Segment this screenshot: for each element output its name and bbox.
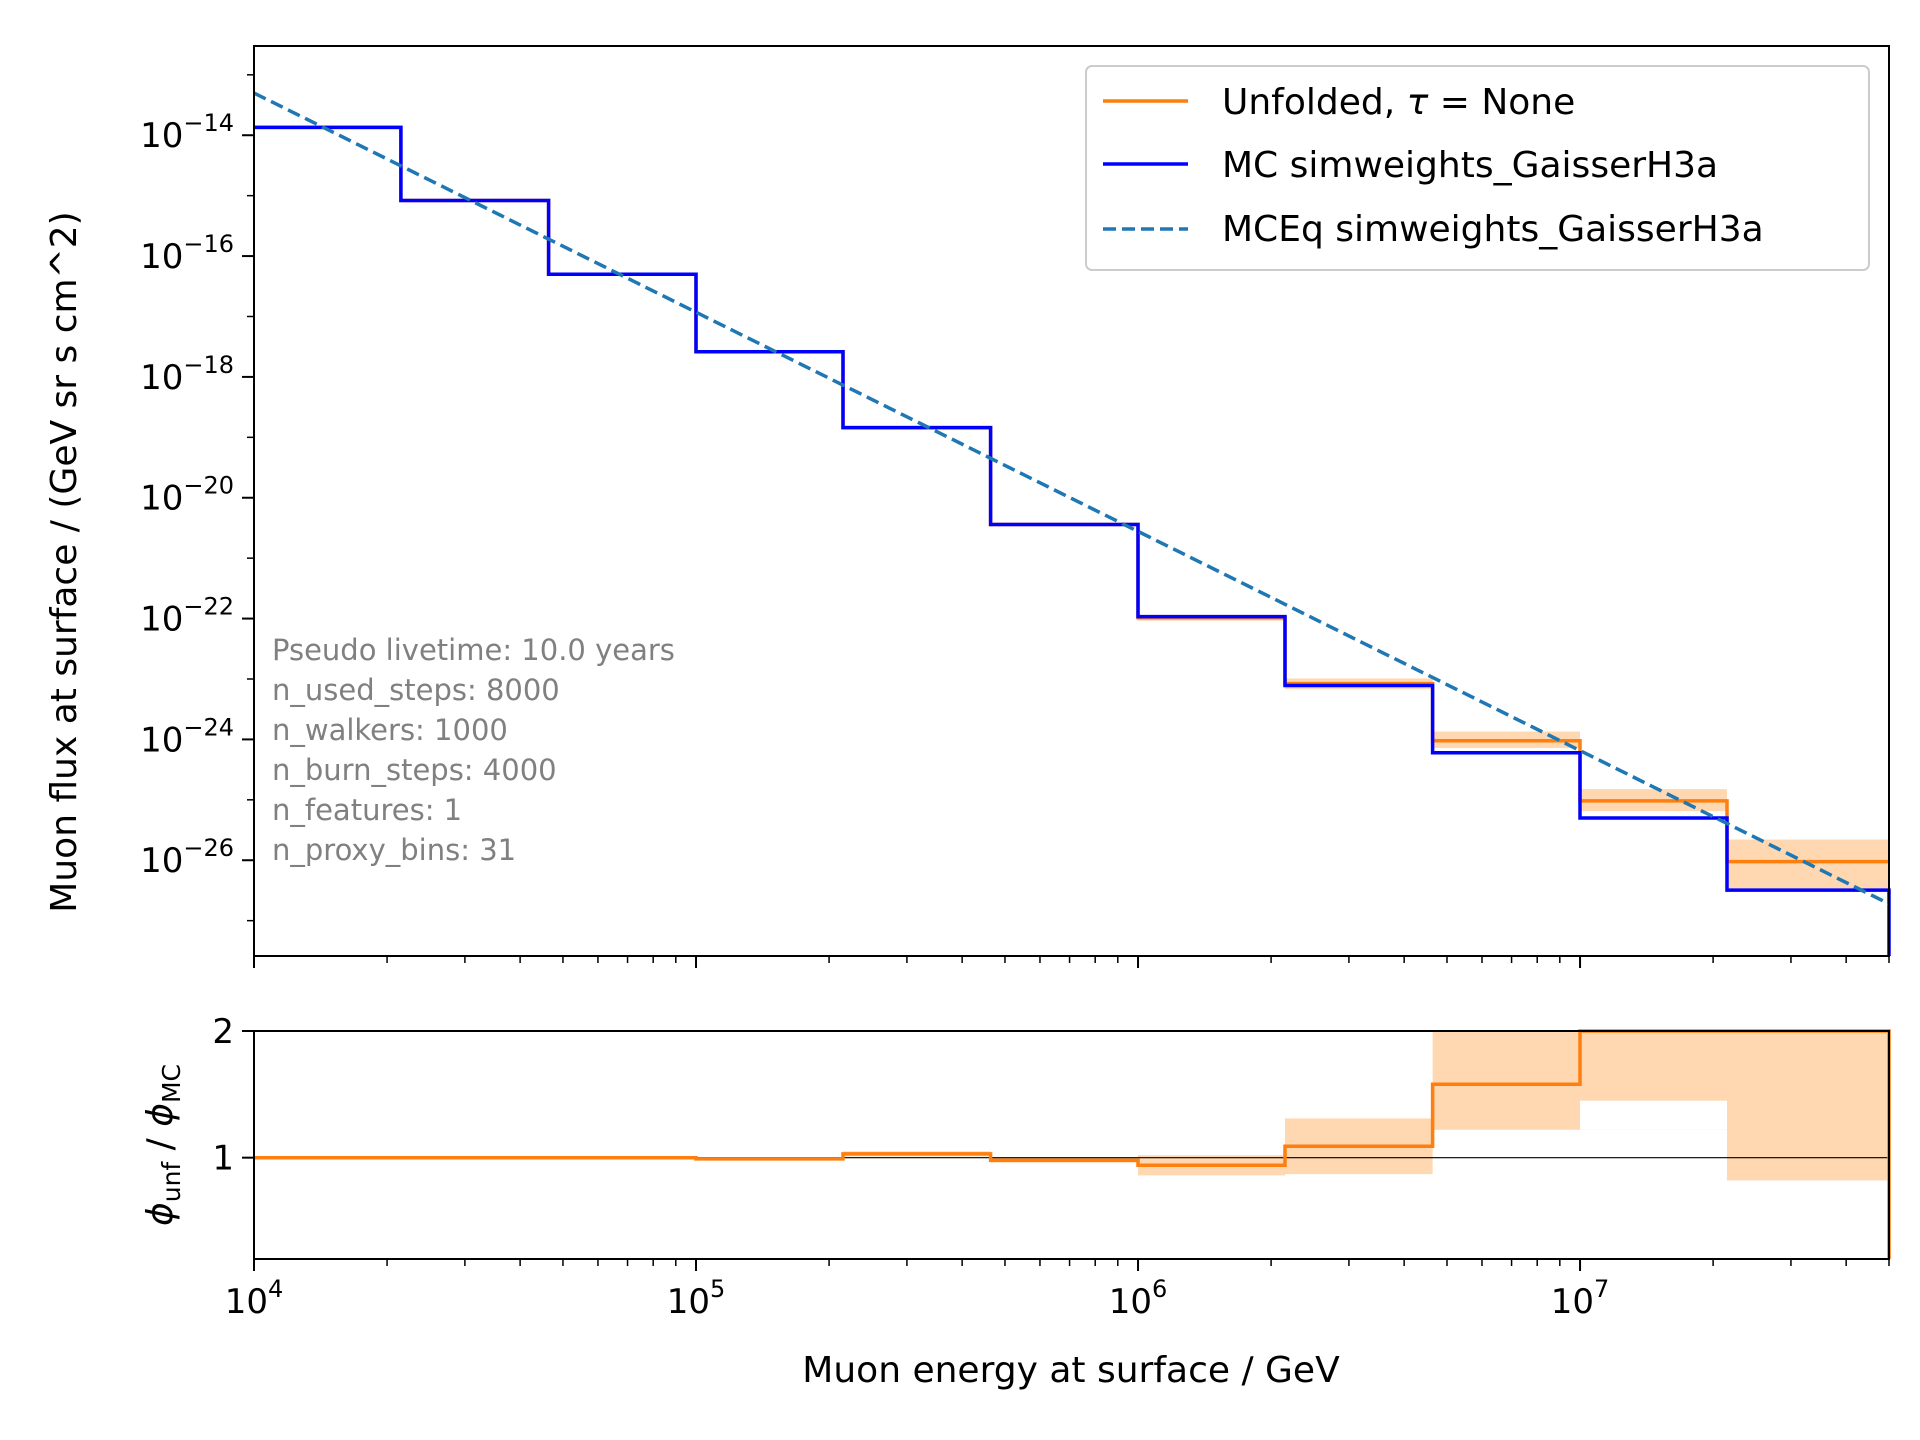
mc-step-line <box>254 125 1891 956</box>
annotation-line-2: n_walkers: 1000 <box>272 713 508 747</box>
ratio-uncertainty-bands <box>254 1031 1889 1181</box>
ratio-y-axis-label: ϕunf / ϕMC <box>140 1064 186 1226</box>
ratio-band-bin-8 <box>1432 1031 1581 1130</box>
main-series-lines <box>253 91 1891 956</box>
legend-label-mc: MC simweights_GaisserH3a <box>1222 145 1718 186</box>
mceq-dashed-line <box>253 91 1890 906</box>
annotation-line-3: n_burn_steps: 4000 <box>272 753 557 787</box>
ratio-series-line <box>254 1029 1891 1259</box>
y-tick-label-2: 10−18 <box>140 351 234 398</box>
ratio-y-tick-label-0: 1 <box>212 1139 234 1179</box>
main-y-axis-label: Muon flux at surface / (GeV sr s cm^2) <box>44 211 85 912</box>
annotation-block: Pseudo livetime: 10.0 years n_used_steps:… <box>272 633 675 867</box>
unfolded-band-bin-10 <box>1726 839 1889 892</box>
ratio-y-ticks: 12 <box>212 1012 254 1179</box>
y-tick-label-3: 10−20 <box>140 472 234 519</box>
legend: Unfolded, τ = None MC simweights_Gaisser… <box>1085 65 1870 271</box>
main-plot-frame <box>253 45 1890 957</box>
legend-label-mceq: MCEq simweights_GaisserH3a <box>1222 209 1764 250</box>
y-tick-label-6: 10−26 <box>140 834 234 881</box>
y-tick-label-0: 10−14 <box>140 109 234 156</box>
ratio-step-line <box>254 1029 1891 1259</box>
main-y-ticks: 10−14 10−16 10−18 10−20 10−22 10−24 10−26 <box>140 74 254 922</box>
ratio-x-ticks: 104 105 106 107 <box>225 1259 1890 1322</box>
annotation-line-1: n_used_steps: 8000 <box>272 673 560 707</box>
annotation-line-0: Pseudo livetime: 10.0 years <box>272 633 675 667</box>
main-x-ticks <box>253 956 1890 968</box>
y-tick-label-1: 10−16 <box>140 230 234 277</box>
y-tick-label-5: 10−24 <box>140 713 234 760</box>
annotation-line-5: n_proxy_bins: 31 <box>272 833 516 867</box>
x-tick-label-3: 107 <box>1551 1275 1610 1322</box>
ratio-x-axis-label: Muon energy at surface / GeV <box>802 1350 1340 1391</box>
annotation-line-4: n_features: 1 <box>272 793 462 827</box>
y-tick-label-4: 10−22 <box>140 593 234 640</box>
legend-label-unfolded: Unfolded, τ = None <box>1222 82 1575 123</box>
x-tick-label-0: 104 <box>225 1275 284 1322</box>
x-tick-label-1: 105 <box>667 1275 726 1322</box>
legend-frame <box>1085 65 1870 271</box>
ratio-band-last-upper <box>1726 1031 1889 1101</box>
ratio-band-gap <box>1580 1100 1727 1130</box>
ratio-plot-frame <box>253 1030 1890 1260</box>
ratio-y-tick-label-1: 2 <box>212 1012 234 1052</box>
x-tick-label-2: 106 <box>1109 1275 1168 1322</box>
